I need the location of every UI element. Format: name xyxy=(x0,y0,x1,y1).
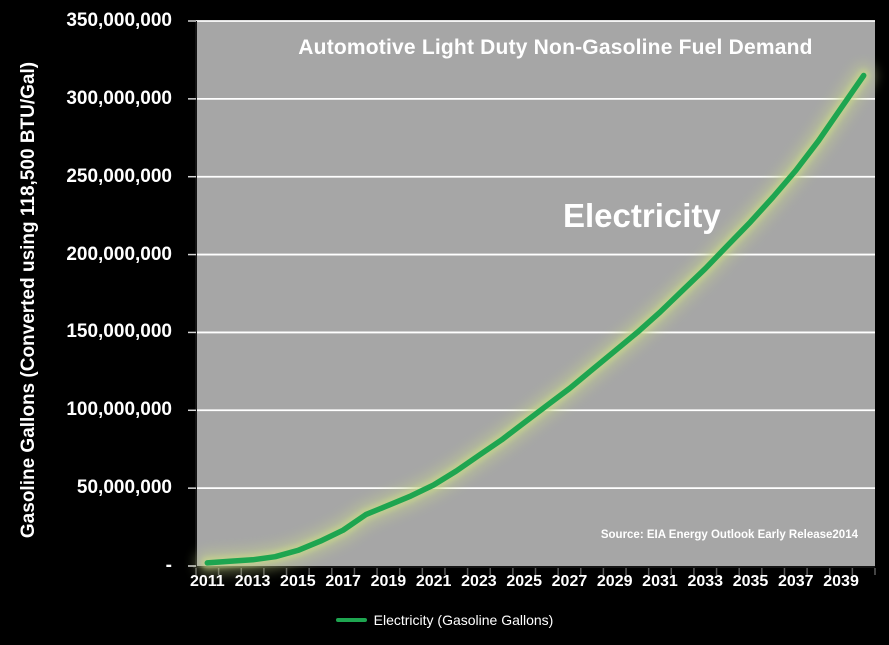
x-tick-label: 2015 xyxy=(280,573,316,590)
y-tick-label: 50,000,000 xyxy=(76,477,172,499)
x-tick-label: 2027 xyxy=(551,573,588,590)
x-tick-label: 2021 xyxy=(415,573,452,590)
y-tick-label: - xyxy=(165,555,172,576)
x-tick-label: 2011 xyxy=(189,573,225,590)
chart-title: Automotive Light Duty Non-Gasoline Fuel … xyxy=(298,36,813,59)
plot-background xyxy=(196,21,875,567)
x-tick-label: 2033 xyxy=(687,573,724,590)
series-annotation-electricity: Electricity xyxy=(563,197,721,234)
y-tick-label: 100,000,000 xyxy=(66,399,172,421)
x-tick-label: 2013 xyxy=(234,573,271,590)
y-tick-label: 150,000,000 xyxy=(66,321,172,343)
x-tick-label: 2019 xyxy=(370,573,407,590)
y-tick-label: 250,000,000 xyxy=(66,165,172,187)
series-line-electricity xyxy=(204,72,867,566)
y-tick-label: 350,000,000 xyxy=(66,10,172,31)
legend-line-swatch-icon xyxy=(335,618,367,622)
y-tick-label: 200,000,000 xyxy=(66,243,172,265)
x-tick-label: 2037 xyxy=(777,573,814,590)
x-tick-label: 2023 xyxy=(461,573,497,590)
x-tick-label: 2017 xyxy=(325,573,361,590)
legend-label: Electricity (Gasoline Gallons) xyxy=(373,612,554,628)
y-tick-label: 300,000,000 xyxy=(66,87,172,109)
x-tick-label: 2035 xyxy=(732,573,769,590)
source-note: Source: EIA Energy Outlook Early Release… xyxy=(600,529,858,541)
x-tick-label: 2039 xyxy=(823,573,859,590)
legend: Electricity (Gasoline Gallons) xyxy=(0,608,889,632)
x-tick-label: 2025 xyxy=(506,573,542,590)
x-tick-label: 2029 xyxy=(596,573,633,590)
x-tick-label: 2031 xyxy=(642,573,678,590)
